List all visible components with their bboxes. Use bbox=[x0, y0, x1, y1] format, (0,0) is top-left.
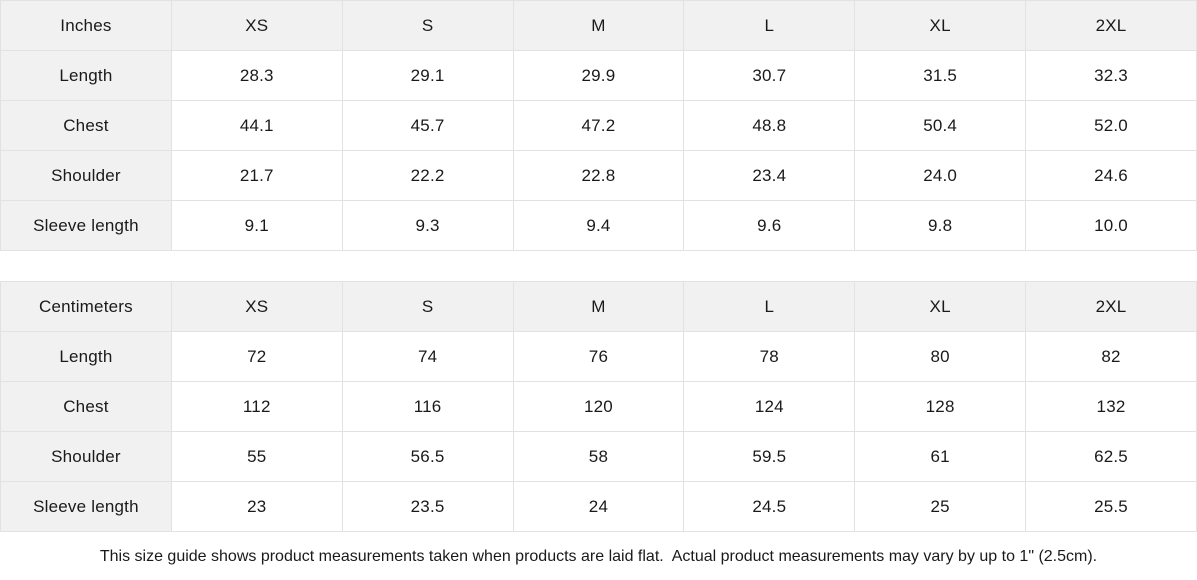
table-row: Shoulder 55 56.5 58 59.5 61 62.5 bbox=[0, 431, 1197, 482]
measurement-cell: 32.3 bbox=[1025, 50, 1197, 101]
table-row: Chest 44.1 45.7 47.2 48.8 50.4 52.0 bbox=[0, 100, 1197, 151]
measurement-cell: 124 bbox=[683, 381, 856, 432]
row-label: Sleeve length bbox=[0, 481, 172, 532]
measurement-cell: 9.1 bbox=[170, 200, 343, 251]
row-label: Shoulder bbox=[0, 431, 172, 482]
measurement-cell: 23 bbox=[170, 481, 343, 532]
measurement-cell: 22.8 bbox=[512, 150, 685, 201]
measurement-cell: 128 bbox=[854, 381, 1027, 432]
row-label: Length bbox=[0, 331, 172, 382]
row-label: Chest bbox=[0, 381, 172, 432]
measurement-cell: 21.7 bbox=[170, 150, 343, 201]
measurement-cell: 76 bbox=[512, 331, 685, 382]
measurement-cell: 23.4 bbox=[683, 150, 856, 201]
unit-header-cell: Centimeters bbox=[0, 281, 172, 332]
size-header-xl: XL bbox=[854, 281, 1027, 332]
measurement-cell: 9.4 bbox=[512, 200, 685, 251]
measurement-cell: 28.3 bbox=[170, 50, 343, 101]
measurement-cell: 61 bbox=[854, 431, 1027, 482]
measurement-cell: 45.7 bbox=[341, 100, 514, 151]
measurement-cell: 9.8 bbox=[854, 200, 1027, 251]
inches-header-row: Inches XS S M L XL 2XL bbox=[0, 0, 1197, 51]
size-header-m: M bbox=[512, 0, 685, 51]
centimeters-header-row: Centimeters XS S M L XL 2XL bbox=[0, 281, 1197, 332]
measurement-cell: 25 bbox=[854, 481, 1027, 532]
measurement-cell: 9.6 bbox=[683, 200, 856, 251]
measurement-cell: 82 bbox=[1025, 331, 1197, 382]
measurement-cell: 9.3 bbox=[341, 200, 514, 251]
table-row: Chest 112 116 120 124 128 132 bbox=[0, 381, 1197, 432]
size-header-2xl: 2XL bbox=[1025, 0, 1197, 51]
measurement-cell: 56.5 bbox=[341, 431, 514, 482]
measurement-cell: 120 bbox=[512, 381, 685, 432]
row-label: Shoulder bbox=[0, 150, 172, 201]
table-row: Sleeve length 9.1 9.3 9.4 9.6 9.8 10.0 bbox=[0, 200, 1197, 251]
size-header-xs: XS bbox=[170, 281, 343, 332]
centimeters-table: Centimeters XS S M L XL 2XL Length 72 74… bbox=[0, 281, 1197, 532]
measurement-cell: 59.5 bbox=[683, 431, 856, 482]
measurement-cell: 72 bbox=[170, 331, 343, 382]
measurement-cell: 31.5 bbox=[854, 50, 1027, 101]
measurement-cell: 29.9 bbox=[512, 50, 685, 101]
measurement-cell: 23.5 bbox=[341, 481, 514, 532]
inches-table: Inches XS S M L XL 2XL Length 28.3 29.1 … bbox=[0, 0, 1197, 251]
measurement-cell: 74 bbox=[341, 331, 514, 382]
table-row: Length 28.3 29.1 29.9 30.7 31.5 32.3 bbox=[0, 50, 1197, 101]
table-row: Length 72 74 76 78 80 82 bbox=[0, 331, 1197, 382]
size-header-s: S bbox=[341, 281, 514, 332]
measurement-cell: 62.5 bbox=[1025, 431, 1197, 482]
unit-header-cell: Inches bbox=[0, 0, 172, 51]
measurement-cell: 112 bbox=[170, 381, 343, 432]
measurement-cell: 24 bbox=[512, 481, 685, 532]
measurement-cell: 116 bbox=[341, 381, 514, 432]
row-label: Chest bbox=[0, 100, 172, 151]
measurement-cell: 10.0 bbox=[1025, 200, 1197, 251]
size-header-2xl: 2XL bbox=[1025, 281, 1197, 332]
measurement-cell: 24.0 bbox=[854, 150, 1027, 201]
measurement-cell: 24.6 bbox=[1025, 150, 1197, 201]
measurement-cell: 44.1 bbox=[170, 100, 343, 151]
table-row: Shoulder 21.7 22.2 22.8 23.4 24.0 24.6 bbox=[0, 150, 1197, 201]
table-gap bbox=[0, 251, 1197, 281]
size-header-l: L bbox=[683, 0, 856, 51]
measurement-cell: 80 bbox=[854, 331, 1027, 382]
size-header-xs: XS bbox=[170, 0, 343, 51]
table-row: Sleeve length 23 23.5 24 24.5 25 25.5 bbox=[0, 481, 1197, 532]
size-header-xl: XL bbox=[854, 0, 1027, 51]
row-label: Sleeve length bbox=[0, 200, 172, 251]
measurement-cell: 47.2 bbox=[512, 100, 685, 151]
footer-note: This size guide shows product measuremen… bbox=[0, 532, 1197, 580]
measurement-cell: 25.5 bbox=[1025, 481, 1197, 532]
measurement-cell: 29.1 bbox=[341, 50, 514, 101]
measurement-cell: 48.8 bbox=[683, 100, 856, 151]
measurement-cell: 132 bbox=[1025, 381, 1197, 432]
measurement-cell: 22.2 bbox=[341, 150, 514, 201]
measurement-cell: 52.0 bbox=[1025, 100, 1197, 151]
measurement-cell: 58 bbox=[512, 431, 685, 482]
measurement-cell: 78 bbox=[683, 331, 856, 382]
size-header-l: L bbox=[683, 281, 856, 332]
size-header-s: S bbox=[341, 0, 514, 51]
measurement-cell: 55 bbox=[170, 431, 343, 482]
measurement-cell: 24.5 bbox=[683, 481, 856, 532]
measurement-cell: 50.4 bbox=[854, 100, 1027, 151]
measurement-cell: 30.7 bbox=[683, 50, 856, 101]
row-label: Length bbox=[0, 50, 172, 101]
size-header-m: M bbox=[512, 281, 685, 332]
